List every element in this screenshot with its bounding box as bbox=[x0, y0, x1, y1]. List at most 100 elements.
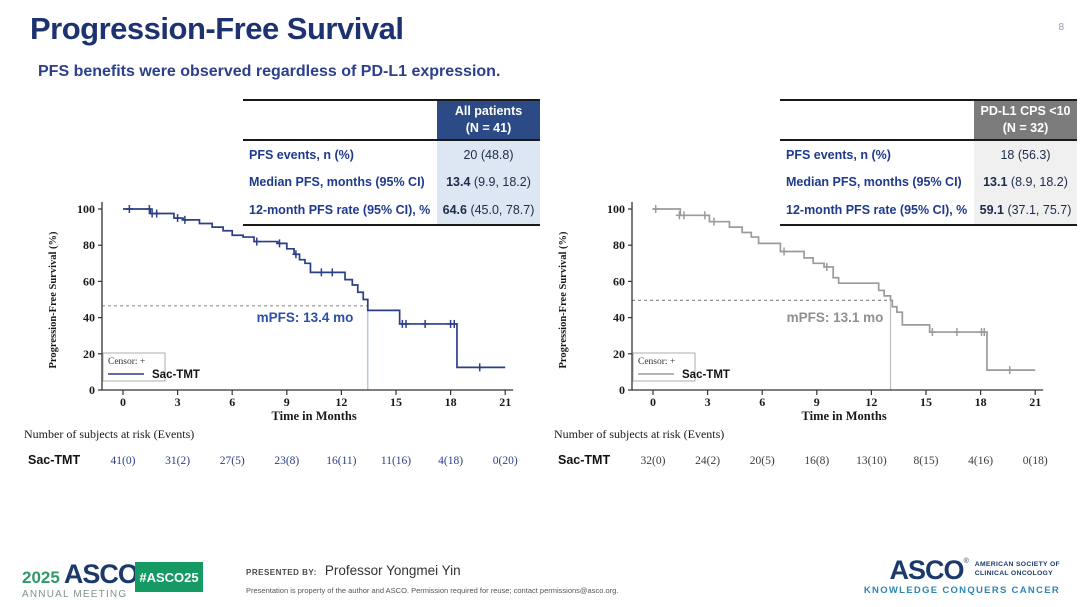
table-header-line1: All patients bbox=[454, 103, 523, 118]
row-label-pfs-events: PFS events, n (%) bbox=[243, 141, 437, 168]
risk-value: 41(0) bbox=[111, 455, 136, 467]
survival-curve bbox=[123, 208, 506, 369]
risk-table-title: Number of subjects at risk (Events) bbox=[24, 427, 194, 441]
median-lines bbox=[632, 299, 892, 390]
risk-value: 11(16) bbox=[381, 455, 411, 467]
svg-text:0: 0 bbox=[650, 395, 656, 409]
society-name-line2: CLINICAL ONCOLOGY bbox=[974, 570, 1053, 578]
svg-text:9: 9 bbox=[284, 395, 290, 409]
legend: Censor: + Sac-TMT bbox=[102, 352, 200, 382]
table-header-line1: PD-L1 CPS <10 bbox=[980, 103, 1071, 118]
table-header-empty-cell bbox=[243, 101, 437, 141]
row-label-12mo-pfs-rate: 12-month PFS rate (95% CI), % bbox=[243, 195, 437, 224]
risk-value: 16(11) bbox=[326, 455, 356, 467]
censor-marks bbox=[125, 205, 484, 372]
km-chart-all-patients: 0 20 40 60 80 100 0 3 6 9 12 15 18 21 Time in Months Pr… bbox=[24, 202, 518, 467]
risk-value: 0(18) bbox=[1023, 455, 1048, 467]
svg-text:21: 21 bbox=[499, 395, 511, 409]
page-title: Progression-Free Survival bbox=[30, 11, 404, 46]
risk-value: 32(0) bbox=[641, 455, 666, 467]
svg-text:3: 3 bbox=[175, 395, 181, 409]
risk-value: 0(20) bbox=[493, 455, 518, 467]
presented-by-block: PRESENTED BY: Professor Yongmei Yin Pres… bbox=[246, 563, 618, 595]
row-value-12mo-pfs-rate: 59.1 (37.1, 75.7) bbox=[974, 195, 1077, 224]
svg-text:15: 15 bbox=[920, 395, 932, 409]
hashtag-badge: #ASCO25 bbox=[135, 562, 203, 592]
svg-text:18: 18 bbox=[975, 395, 987, 409]
x-axis-label: Time in Months bbox=[271, 409, 356, 423]
row-value-pfs-events: 20 (48.8) bbox=[437, 141, 540, 168]
svg-text:6: 6 bbox=[229, 395, 235, 409]
svg-text:0: 0 bbox=[89, 383, 95, 397]
axes: 0 20 40 60 80 100 0 3 6 9 12 15 18 21 bbox=[607, 202, 1044, 409]
row-value-12mo-pfs-rate: 64.6 (45.0, 78.7) bbox=[437, 195, 540, 224]
registered-mark-icon: ® bbox=[963, 558, 969, 565]
svg-text:100: 100 bbox=[607, 202, 625, 216]
risk-value: 16(8) bbox=[804, 455, 829, 467]
svg-text:100: 100 bbox=[77, 202, 95, 216]
km-chart-pdl1-cps-lt10: 0 20 40 60 80 100 0 3 6 9 12 15 18 21 Time in Months Pr… bbox=[554, 202, 1048, 467]
svg-text:12: 12 bbox=[335, 395, 347, 409]
legend: Censor: + Sac-TMT bbox=[632, 352, 730, 382]
svg-text:20: 20 bbox=[613, 347, 625, 361]
svg-text:Censor: +: Censor: + bbox=[108, 357, 145, 367]
y-axis-label: Progression-Free Survival (%) bbox=[558, 231, 569, 369]
table-header-empty-cell bbox=[780, 101, 974, 141]
presenter-name: Professor Yongmei Yin bbox=[324, 563, 461, 578]
risk-row-label: Sac-TMT bbox=[558, 453, 610, 467]
logo-year: 2025 bbox=[22, 568, 60, 587]
risk-value: 23(8) bbox=[274, 455, 299, 467]
table-header-all-patients: All patients (N = 41) bbox=[437, 101, 540, 141]
risk-value: 4(16) bbox=[968, 455, 993, 467]
svg-text:3: 3 bbox=[705, 395, 711, 409]
svg-text:Censor: +: Censor: + bbox=[638, 357, 675, 367]
row-value-median-pfs: 13.1 (8.9, 18.2) bbox=[974, 168, 1077, 195]
table-header-line2: (N = 41) bbox=[465, 121, 512, 135]
svg-text:60: 60 bbox=[613, 274, 625, 288]
svg-text:6: 6 bbox=[759, 395, 765, 409]
asco-tagline: KNOWLEDGE CONQUERS CANCER bbox=[863, 585, 1060, 597]
stats-table-pdl1-cps-lt10: PD-L1 CPS <10 (N = 32) PFS events, n (%)… bbox=[780, 99, 1077, 226]
asco-society-logo: ASCO ® AMERICAN SOCIETY OF CLINICAL ONCOL… bbox=[863, 556, 1060, 597]
svg-text:40: 40 bbox=[613, 311, 625, 325]
asco-wordmark: ASCO bbox=[63, 559, 139, 589]
risk-value: 4(18) bbox=[438, 455, 463, 467]
risk-table: Number of subjects at risk (Events) Sac-T… bbox=[24, 427, 518, 467]
svg-text:0: 0 bbox=[619, 383, 625, 397]
svg-text:40: 40 bbox=[83, 311, 95, 325]
risk-value: 8(15) bbox=[914, 455, 939, 467]
median-lines bbox=[102, 305, 369, 390]
asco-2025-annual-meeting-logo: 2025 ASCO ® ANNUAL MEETING bbox=[22, 561, 144, 600]
risk-table-title: Number of subjects at risk (Events) bbox=[554, 427, 724, 441]
svg-text:18: 18 bbox=[445, 395, 457, 409]
risk-value: 31(2) bbox=[165, 455, 190, 467]
logo-annual-meeting: ANNUAL MEETING bbox=[22, 589, 128, 600]
mpfs-annotation: mPFS: 13.1 mo bbox=[787, 310, 884, 325]
presented-by-label: PRESENTED BY: bbox=[246, 568, 317, 577]
risk-value: 13(10) bbox=[856, 455, 887, 467]
risk-value: 24(2) bbox=[695, 455, 720, 467]
y-axis-label: Progression-Free Survival (%) bbox=[48, 231, 59, 369]
svg-text:21: 21 bbox=[1029, 395, 1041, 409]
row-value-pfs-events: 18 (56.3) bbox=[974, 141, 1077, 168]
svg-text:80: 80 bbox=[613, 238, 625, 252]
svg-text:Sac-TMT: Sac-TMT bbox=[682, 369, 730, 381]
slide-subtitle: PFS benefits were observed regardless of… bbox=[38, 63, 501, 80]
svg-text:20: 20 bbox=[83, 347, 95, 361]
row-label-pfs-events: PFS events, n (%) bbox=[780, 141, 974, 168]
stats-table-all-patients: All patients (N = 41) PFS events, n (%) … bbox=[243, 99, 540, 226]
row-label-12mo-pfs-rate: 12-month PFS rate (95% CI), % bbox=[780, 195, 974, 224]
table-header-line2: (N = 32) bbox=[1002, 121, 1049, 135]
hashtag-label: #ASCO25 bbox=[139, 569, 199, 585]
society-name-line1: AMERICAN SOCIETY OF bbox=[974, 561, 1060, 568]
svg-text:60: 60 bbox=[83, 274, 95, 288]
row-label-median-pfs: Median PFS, months (95% CI) bbox=[243, 168, 437, 195]
x-axis-label: Time in Months bbox=[801, 409, 886, 423]
svg-text:0: 0 bbox=[120, 395, 126, 409]
table-header-pdl1: PD-L1 CPS <10 (N = 32) bbox=[974, 101, 1077, 141]
svg-text:12: 12 bbox=[865, 395, 877, 409]
svg-text:Sac-TMT: Sac-TMT bbox=[152, 369, 200, 381]
risk-value: 20(5) bbox=[750, 455, 775, 467]
mpfs-annotation: mPFS: 13.4 mo bbox=[257, 310, 354, 325]
